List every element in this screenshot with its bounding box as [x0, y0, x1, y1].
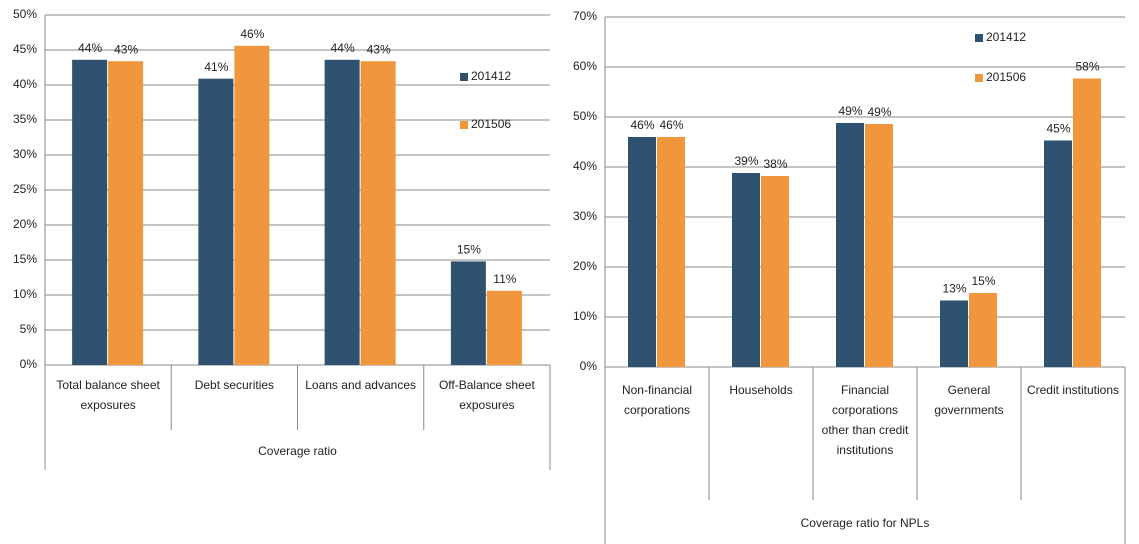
- legend-label: 201412: [986, 30, 1026, 44]
- y-tick-label: 50%: [13, 7, 37, 21]
- y-tick-label: 35%: [13, 112, 37, 126]
- value-label: 39%: [734, 154, 758, 168]
- value-label: 38%: [763, 157, 787, 171]
- y-tick-label: 70%: [573, 9, 597, 23]
- bar: [108, 61, 144, 365]
- value-label: 49%: [867, 105, 891, 119]
- bar: [732, 173, 760, 367]
- y-tick-label: 15%: [13, 252, 37, 266]
- legend-swatch: [460, 73, 468, 81]
- x-tick-label: Households: [729, 383, 793, 397]
- value-label: 45%: [1046, 122, 1070, 136]
- bar: [324, 59, 360, 366]
- y-tick-label: 10%: [573, 309, 597, 323]
- x-axis-title: Coverage ratio for NPLs: [800, 516, 930, 530]
- x-tick-label: Debt securities: [194, 378, 275, 392]
- legend-label: 201506: [986, 70, 1026, 84]
- y-tick-label: 40%: [13, 77, 37, 91]
- value-label: 44%: [331, 41, 355, 55]
- value-label: 46%: [630, 118, 654, 132]
- x-tick-label: Loans and advances: [305, 378, 416, 392]
- value-label: 11%: [493, 272, 516, 286]
- bar: [1073, 78, 1101, 367]
- value-label: 43%: [367, 42, 391, 56]
- x-tick-label: Credit institutions: [1026, 383, 1120, 397]
- bar: [657, 137, 685, 367]
- y-tick-label: 45%: [13, 42, 37, 56]
- y-tick-label: 40%: [573, 159, 597, 173]
- legend-swatch: [460, 121, 468, 129]
- y-tick-label: 30%: [13, 147, 37, 161]
- bar: [628, 137, 656, 367]
- y-tick-label: 10%: [13, 287, 37, 301]
- bar: [865, 124, 893, 367]
- x-axis-title: Coverage ratio: [258, 444, 337, 458]
- value-label: 49%: [838, 104, 862, 118]
- y-tick-label: 20%: [13, 217, 37, 231]
- y-tick-label: 50%: [573, 109, 597, 123]
- bar: [360, 61, 396, 365]
- legend-swatch: [975, 34, 983, 42]
- x-tick-label: Financial corporations other than credit…: [821, 383, 909, 457]
- bar: [969, 293, 997, 367]
- value-label: 13%: [942, 282, 966, 296]
- bar: [486, 290, 522, 365]
- bar: [940, 300, 968, 367]
- x-tick-label: General governments: [934, 383, 1004, 417]
- bar: [72, 59, 108, 366]
- value-label: 15%: [971, 274, 995, 288]
- bar: [761, 176, 789, 367]
- y-tick-label: 60%: [573, 59, 597, 73]
- y-tick-label: 0%: [580, 359, 598, 373]
- legend-label: 201412: [471, 69, 511, 83]
- value-label: 58%: [1075, 60, 1099, 74]
- value-label: 41%: [204, 60, 228, 74]
- value-label: 15%: [457, 243, 481, 257]
- bar: [198, 78, 234, 365]
- value-label: 44%: [78, 41, 102, 55]
- x-tick-label: Total balance sheet exposures: [56, 378, 160, 412]
- value-label: 43%: [114, 42, 138, 56]
- x-tick-label: Non-financial corporations: [621, 383, 693, 417]
- y-tick-label: 30%: [573, 209, 597, 223]
- bar: [234, 45, 270, 366]
- legend-label: 201506: [471, 117, 511, 131]
- value-label: 46%: [659, 118, 683, 132]
- bar: [836, 123, 864, 367]
- bar: [450, 261, 486, 365]
- bar: [1044, 140, 1072, 367]
- y-tick-label: 5%: [20, 322, 38, 336]
- y-tick-label: 25%: [13, 182, 37, 196]
- x-tick-label: Off-Balance sheet exposures: [438, 378, 535, 412]
- legend-swatch: [975, 74, 983, 82]
- y-tick-label: 20%: [573, 259, 597, 273]
- value-label: 46%: [240, 27, 264, 41]
- y-tick-label: 0%: [20, 357, 38, 371]
